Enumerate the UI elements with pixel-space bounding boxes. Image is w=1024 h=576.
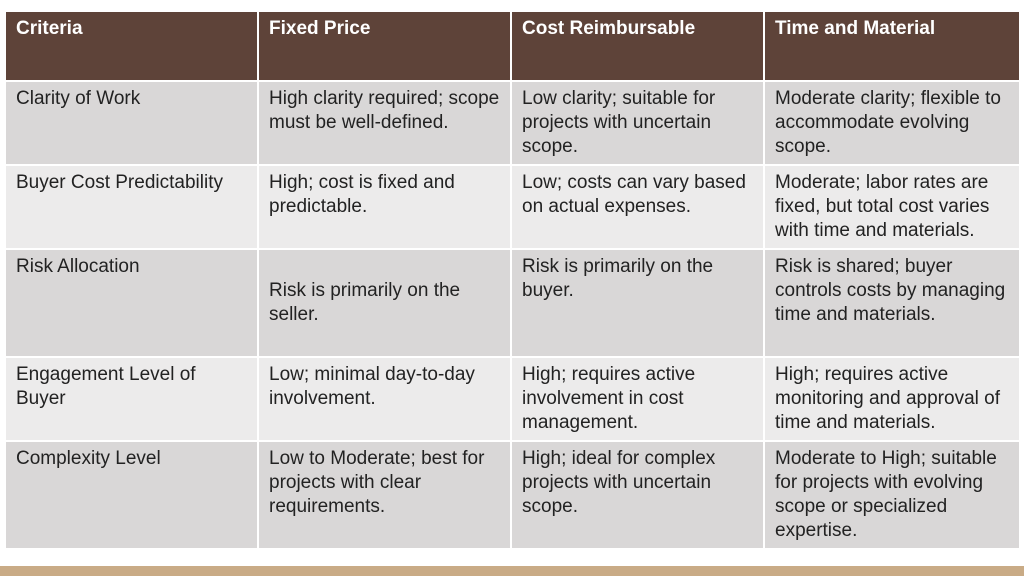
header-criteria: Criteria [6, 12, 257, 80]
header-fixed-price: Fixed Price [259, 12, 510, 80]
fixed-price-cell: Low to Moderate; best for projects with … [259, 442, 510, 548]
comparison-table: Criteria Fixed Price Cost Reimbursable T… [4, 10, 1021, 550]
time-and-material-cell: Moderate clarity; flexible to accommodat… [765, 82, 1019, 164]
fixed-price-cell: Risk is primarily on the seller. [259, 250, 510, 356]
time-and-material-cell: Moderate; labor rates are fixed, but tot… [765, 166, 1019, 248]
row-criteria-cell: Buyer Cost Predictability [6, 166, 257, 248]
fixed-price-cell: High; cost is fixed and predictable. [259, 166, 510, 248]
header-time-and-material: Time and Material [765, 12, 1019, 80]
table-row: Buyer Cost Predictability High; cost is … [6, 166, 1019, 248]
row-criteria-cell: Risk Allocation [6, 250, 257, 356]
cost-reimbursable-cell: High; ideal for complex projects with un… [512, 442, 763, 548]
fixed-price-cell: High clarity required; scope must be wel… [259, 82, 510, 164]
cost-reimbursable-cell: Low clarity; suitable for projects with … [512, 82, 763, 164]
header-cost-reimbursable: Cost Reimbursable [512, 12, 763, 80]
table-row: Engagement Level of Buyer Low; minimal d… [6, 358, 1019, 440]
row-criteria-cell: Complexity Level [6, 442, 257, 548]
time-and-material-cell: Risk is shared; buyer controls costs by … [765, 250, 1019, 356]
bottom-accent-bar [0, 566, 1024, 576]
cost-reimbursable-cell: Risk is primarily on the buyer. [512, 250, 763, 356]
table-row: Complexity Level Low to Moderate; best f… [6, 442, 1019, 548]
time-and-material-cell: Moderate to High; suitable for projects … [765, 442, 1019, 548]
fixed-price-cell: Low; minimal day-to-day involvement. [259, 358, 510, 440]
cost-reimbursable-cell: Low; costs can vary based on actual expe… [512, 166, 763, 248]
time-and-material-cell: High; requires active monitoring and app… [765, 358, 1019, 440]
row-criteria-cell: Clarity of Work [6, 82, 257, 164]
table-header-row: Criteria Fixed Price Cost Reimbursable T… [6, 12, 1019, 80]
table-row: Risk Allocation Risk is primarily on the… [6, 250, 1019, 356]
cost-reimbursable-cell: High; requires active involvement in cos… [512, 358, 763, 440]
table-row: Clarity of Work High clarity required; s… [6, 82, 1019, 164]
row-criteria-cell: Engagement Level of Buyer [6, 358, 257, 440]
